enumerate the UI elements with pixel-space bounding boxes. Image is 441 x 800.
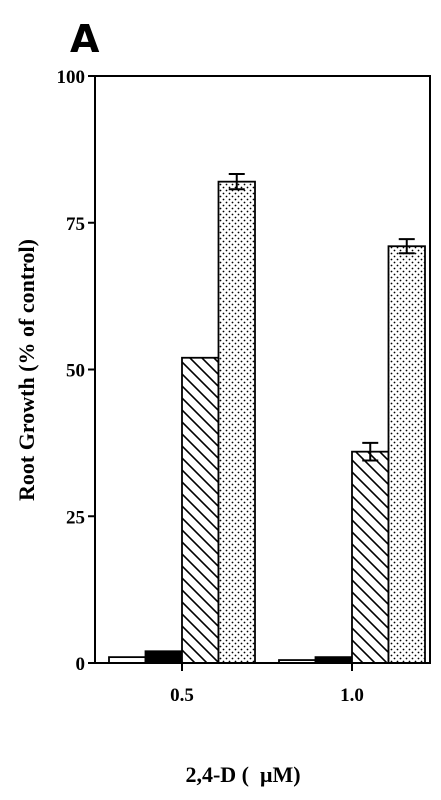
y-tick-label: 25 xyxy=(66,507,85,528)
bar-3-1.0 xyxy=(351,450,390,664)
x-axis-title: 2,4-D ( μM) xyxy=(185,762,300,787)
y-axis-ticks: 0 25 50 75 100 xyxy=(57,67,95,675)
x-tick-label: 0.5 xyxy=(170,685,194,706)
error-bar-3-1.0 xyxy=(362,441,379,462)
x-tick-label: 1.0 xyxy=(340,685,364,706)
y-tick-label: 0 xyxy=(76,654,86,675)
bar-4-0.5 xyxy=(217,180,256,664)
panel-label: A xyxy=(70,17,100,61)
bar-2-0.5 xyxy=(144,650,183,664)
error-bar-4-0.5 xyxy=(228,173,245,191)
y-tick-label: 75 xyxy=(66,214,85,235)
bar-3-0.5 xyxy=(181,356,220,664)
y-axis-title: Root Growth (% of control) xyxy=(14,239,39,501)
y-tick-label: 100 xyxy=(57,67,86,88)
bars-group xyxy=(108,180,426,664)
x-axis-ticks: 0.5 1.0 xyxy=(170,663,364,706)
error-bar-4-1.0 xyxy=(398,238,415,255)
error-bars-group xyxy=(228,173,415,462)
y-tick-label: 50 xyxy=(66,361,85,382)
bar-4-1.0 xyxy=(387,245,426,664)
